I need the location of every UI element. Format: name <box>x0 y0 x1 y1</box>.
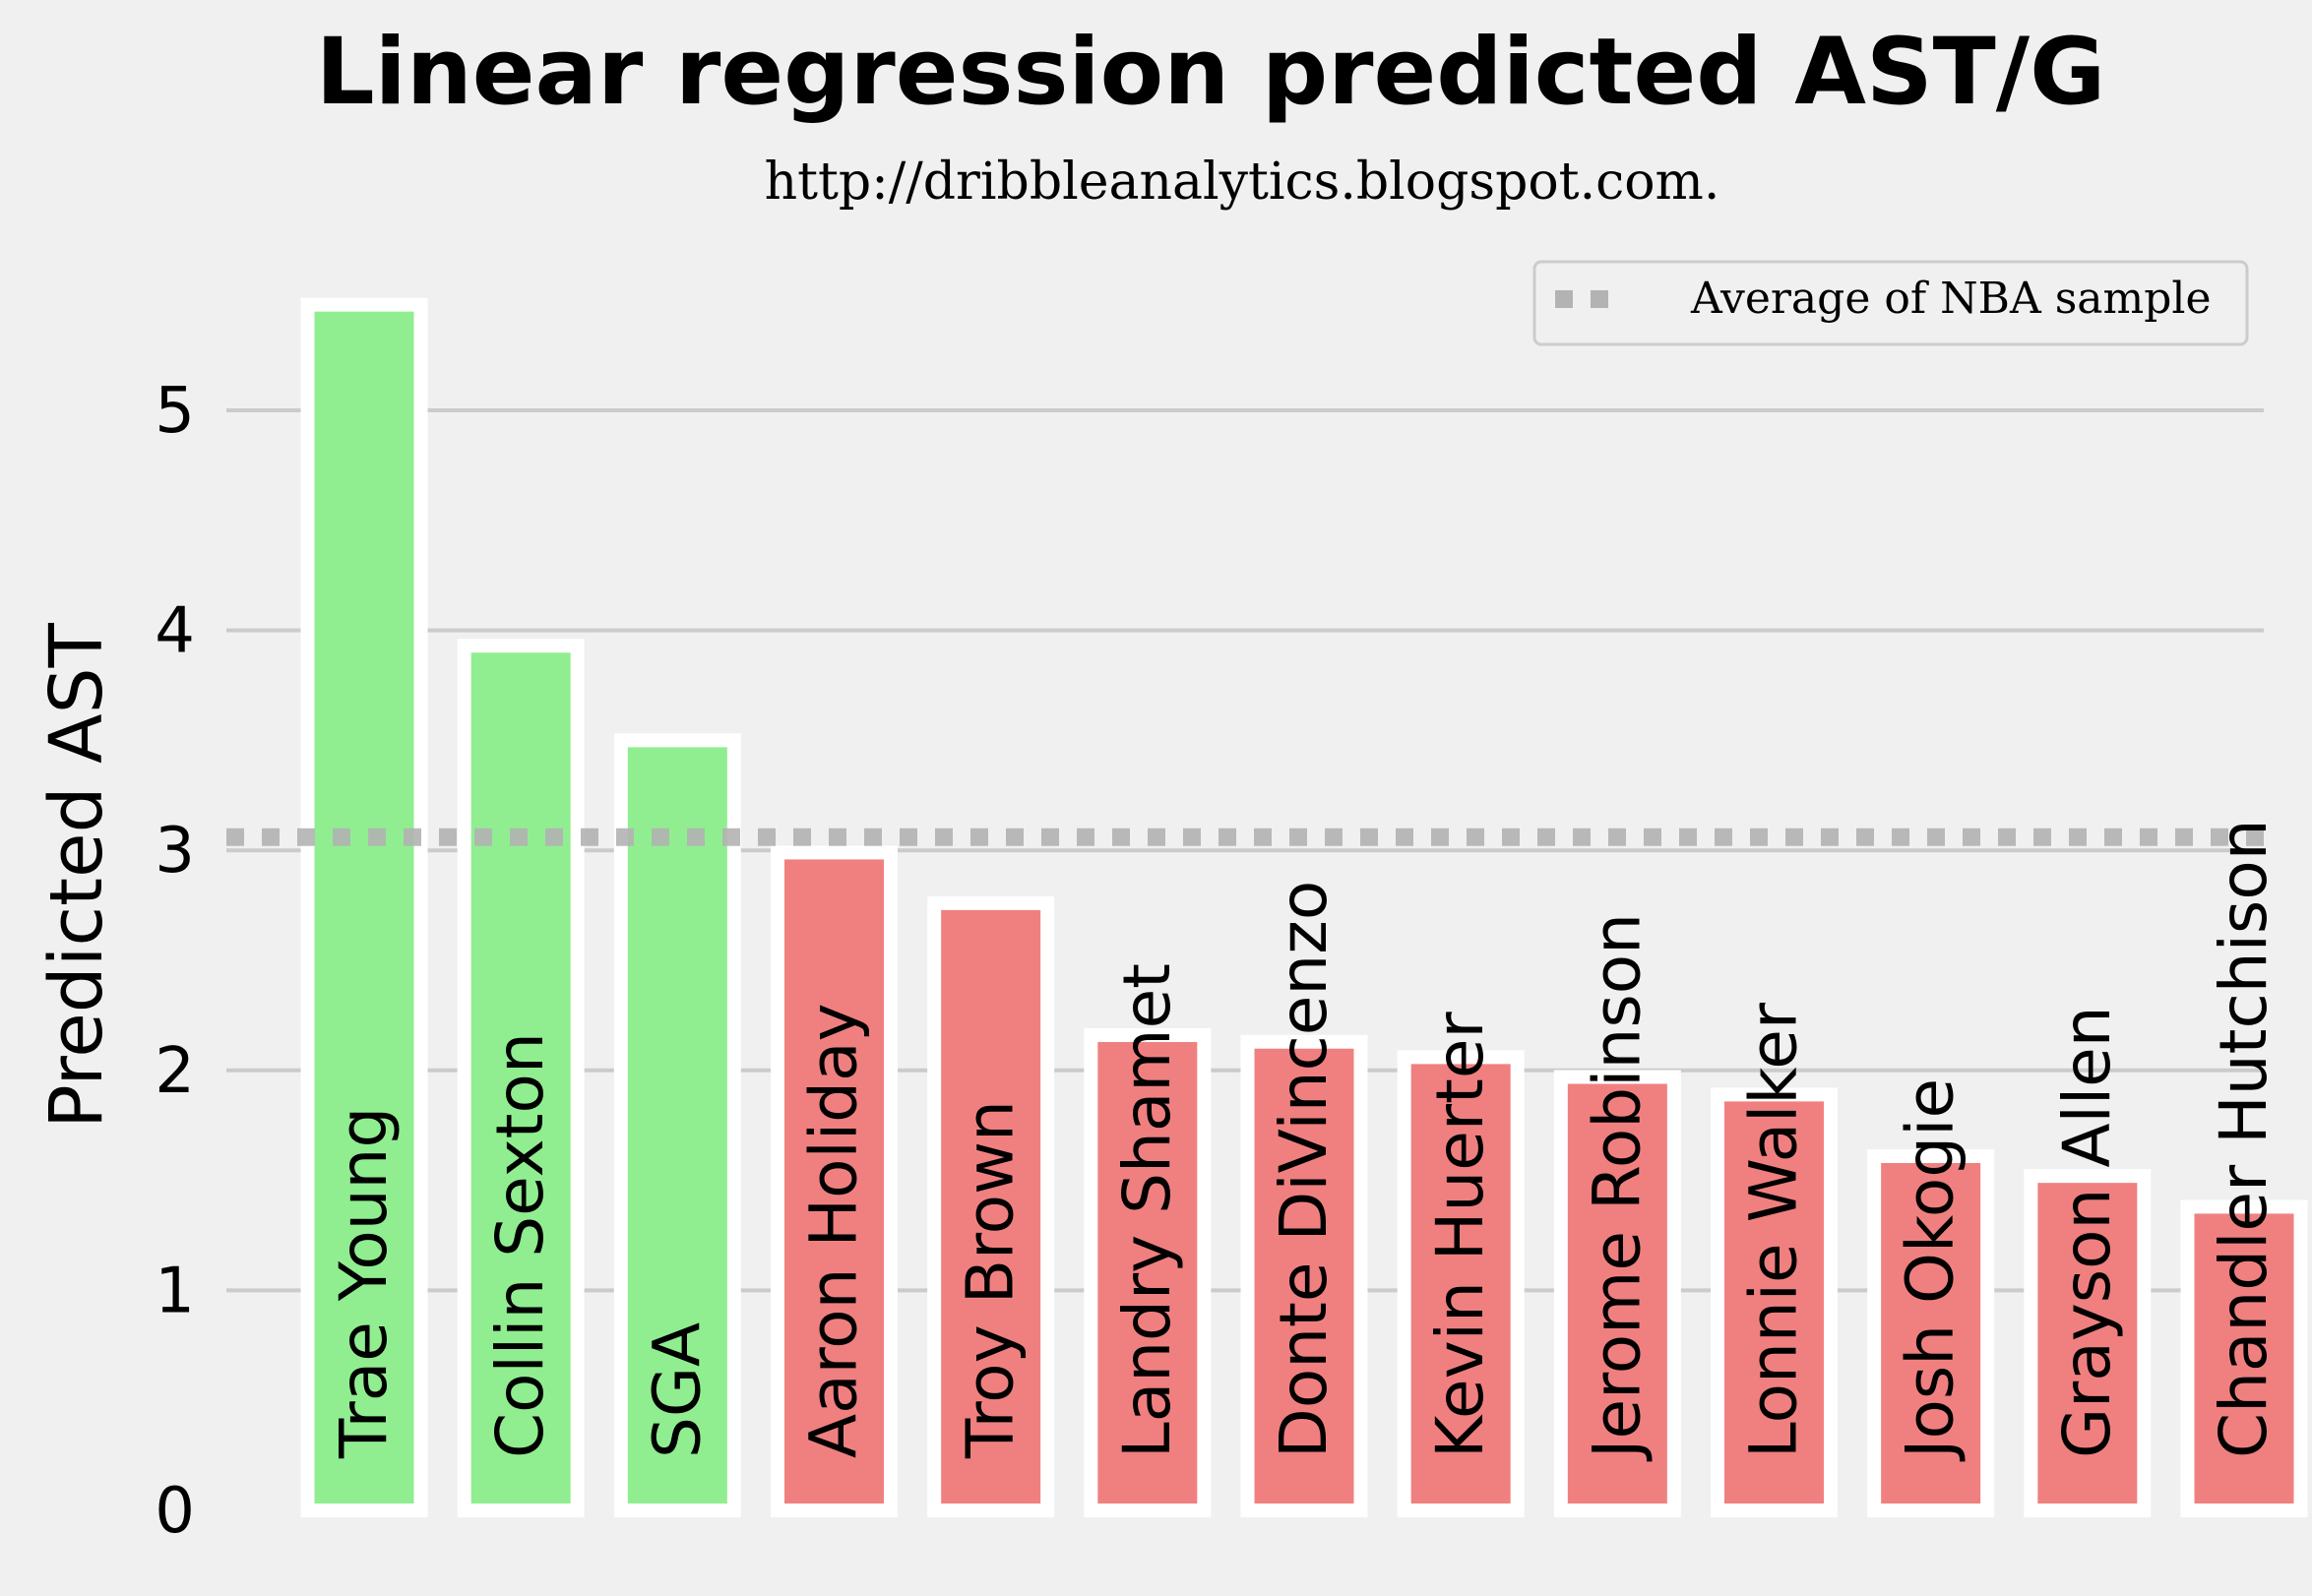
chart-subtitle: http://dribbleanalytics.blogspot.com. <box>765 153 1720 212</box>
bar-label: Landry Shamet <box>1109 963 1185 1458</box>
bar <box>2180 1199 2308 1517</box>
bar-labels: Trae Young Collin Sexton SGA Aaron Holiday T… <box>326 819 2281 1462</box>
bar <box>457 639 585 1517</box>
bar <box>1553 1070 1681 1518</box>
y-tick-label: 2 <box>155 1035 195 1108</box>
bar-label: Donte DiVincenzo <box>1266 881 1342 1458</box>
bar-label: Troy Brown <box>953 1100 1029 1459</box>
bars <box>300 297 2308 1518</box>
bar-label: Kevin Huerter <box>1422 1012 1498 1458</box>
bar <box>927 895 1055 1517</box>
bar <box>300 297 428 1517</box>
y-tick-label: 0 <box>155 1475 195 1548</box>
legend: Average of NBA sample <box>1532 260 2249 346</box>
bar-label: Trae Young <box>326 1107 402 1459</box>
bar <box>1397 1050 1525 1518</box>
bar-label: Jerome Robinson <box>1579 913 1655 1462</box>
y-tick-label: 3 <box>155 815 195 888</box>
bar <box>2024 1169 2152 1518</box>
bar-label: Lonnie Walker <box>1736 1002 1812 1458</box>
bar-label: Chandler Hutchison <box>2206 819 2281 1458</box>
chart-title: Linear regression predicted AST/G <box>316 19 2106 126</box>
legend-box <box>1532 260 2249 346</box>
bar-label: Aaron Holiday <box>796 1003 872 1458</box>
bar-label: Collin Sexton <box>482 1032 558 1458</box>
bar <box>1240 1034 1368 1518</box>
legend-label: Average of NBA sample <box>1690 274 2212 324</box>
bar <box>1084 1028 1212 1518</box>
bar <box>1711 1087 1838 1517</box>
y-tick-labels: 0 1 2 3 4 5 <box>155 375 195 1548</box>
bar <box>1867 1149 1995 1518</box>
y-tick-label: 5 <box>155 375 195 448</box>
bar <box>771 845 898 1517</box>
bar-label: Josh Okogie <box>1893 1078 1968 1462</box>
bar <box>613 733 741 1517</box>
bar-label: Grayson Allen <box>2049 1006 2125 1458</box>
bar-label: SGA <box>639 1322 715 1458</box>
y-tick-label: 4 <box>155 595 195 668</box>
y-tick-label: 1 <box>155 1255 195 1327</box>
y-axis-label: Predicted AST <box>34 622 119 1128</box>
